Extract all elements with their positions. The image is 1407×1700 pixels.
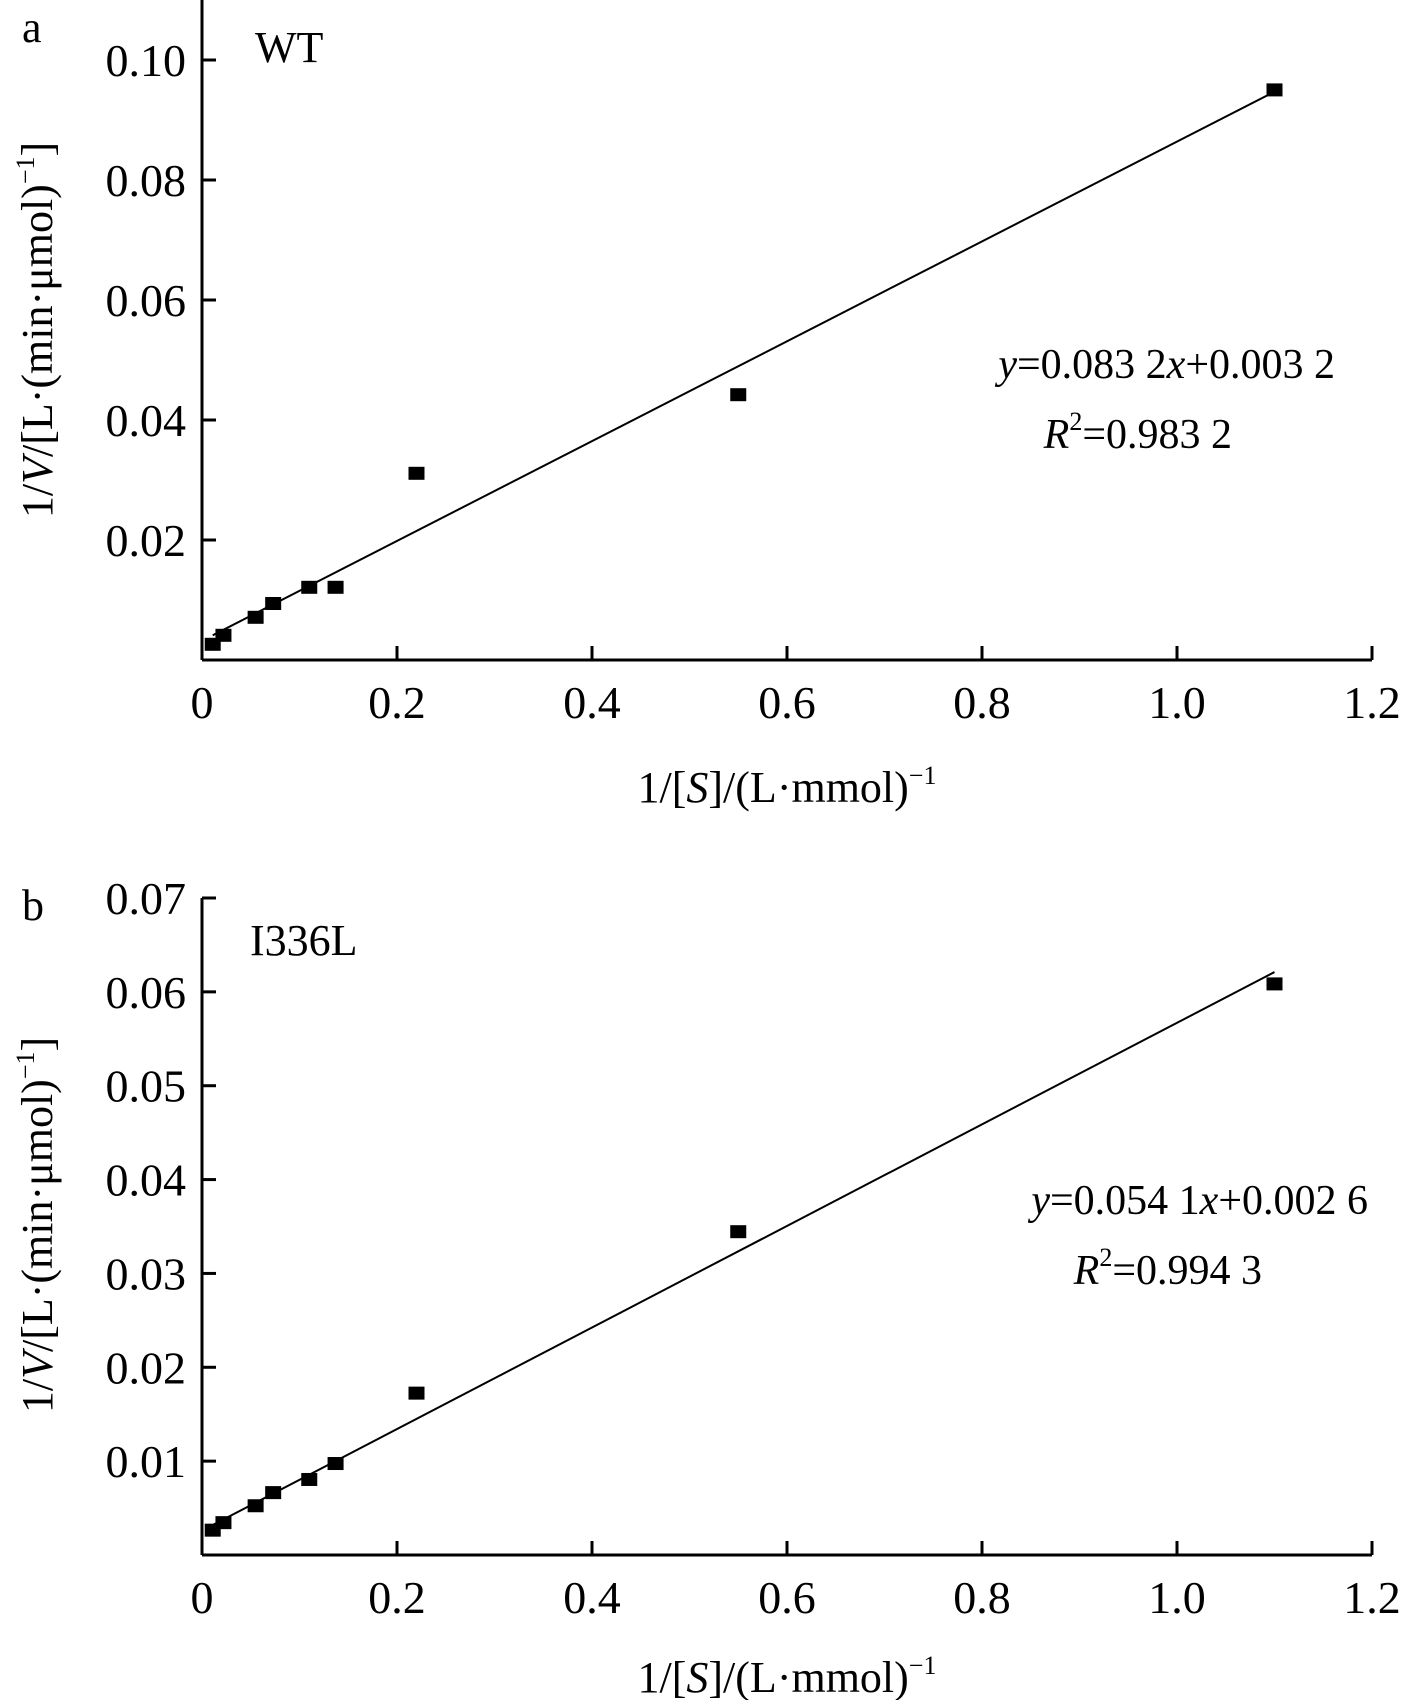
data-point-a-2: [215, 628, 232, 642]
r-squared-b: R2=0.994 3: [1073, 1243, 1262, 1294]
data-points-a: [204, 83, 1283, 651]
y-tick-label-a-0_06: 0.06: [106, 275, 187, 326]
x-axis-title-a-pre: 1/[: [638, 763, 687, 812]
x-tick-label-b-0_2: 0.2: [368, 1572, 426, 1623]
y-tick-label-a-0_04: 0.04: [106, 395, 187, 446]
data-point-b-6: [327, 1457, 344, 1471]
y-tick-label-b-0_02: 0.02: [106, 1342, 187, 1393]
r-squared-a-sup: 2: [1069, 407, 1082, 436]
equation-b-middle: =0.054 1: [1050, 1178, 1200, 1224]
y-tick-label-b-0_03: 0.03: [106, 1248, 187, 1299]
panel-letter-a: a: [22, 3, 42, 52]
equation-a-var: y: [994, 342, 1017, 388]
r-squared-b-sup: 2: [1099, 1243, 1112, 1272]
ticks-b: 0 0.2 0.4 0.6 0.8 1.0 1.2 0.01 0.02 0.03 0.04 0.05 0…: [106, 873, 1401, 1623]
x-axis-title-b-post: ]/(L·mmol): [708, 1653, 908, 1700]
equation-b: y=0.054 1x+0.002 6: [1027, 1178, 1368, 1224]
y-axis-title-a-post: /[L·(min·μmol): [13, 184, 62, 457]
data-point-b-3: [247, 1499, 264, 1513]
fit-line-group-a: [212, 90, 1275, 637]
r-squared-b-value: =0.994 3: [1112, 1248, 1262, 1294]
x-tick-label-a-0: 0: [191, 677, 214, 728]
data-point-a-8: [730, 388, 747, 402]
r-squared-a: R2=0.983 2: [1043, 407, 1232, 458]
data-point-b-4: [265, 1486, 282, 1500]
x-tick-label-b-1_2: 1.2: [1343, 1572, 1401, 1623]
x-axis-title-a: 1/[S]/(L·mmol)−1: [638, 761, 937, 812]
equation-a-tail: +0.003 2: [1185, 342, 1335, 388]
x-axis-title-b-sup: −1: [909, 1651, 937, 1680]
data-point-b-7: [408, 1386, 425, 1400]
x-axis-title-a-var: S: [686, 763, 708, 812]
y-tick-label-b-0_01: 0.01: [106, 1436, 187, 1487]
x-tick-label-a-1_2: 1.2: [1343, 677, 1401, 728]
y-tick-label-a-0_08: 0.08: [106, 155, 187, 206]
fit-line-b: [212, 971, 1275, 1526]
x-axis-title-a-sup: −1: [909, 761, 937, 790]
x-tick-label-a-0_6: 0.6: [758, 677, 816, 728]
data-point-a-5: [301, 580, 318, 594]
y-tick-label-a-0_1: 0.10: [106, 35, 187, 86]
y-axis-title-a: 1/V/[L·(min·μmol)−1]: [11, 142, 62, 518]
equation-b-var: y: [1027, 1178, 1050, 1224]
axes-a: [200, 0, 1372, 662]
data-point-b-5: [301, 1472, 318, 1486]
equation-b-tail: +0.002 6: [1218, 1178, 1368, 1224]
data-point-b-9: [1266, 977, 1283, 991]
x-tick-label-b-0_6: 0.6: [758, 1572, 816, 1623]
x-axis-title-b-pre: 1/[: [638, 1653, 687, 1700]
data-point-a-4: [265, 597, 282, 610]
y-axis-title-b-pre: 1/: [13, 1378, 62, 1413]
r-squared-a-var: R: [1043, 412, 1070, 458]
x-axis-title-b: 1/[S]/(L·mmol)−1: [638, 1651, 937, 1700]
data-point-a-6: [327, 580, 344, 594]
r-squared-a-value: =0.983 2: [1082, 412, 1232, 458]
equation-a-middle: =0.083 2: [1017, 342, 1167, 388]
x-tick-label-a-0_8: 0.8: [953, 677, 1011, 728]
data-point-a-3: [247, 610, 264, 624]
x-tick-label-a-1: 1.0: [1148, 677, 1206, 728]
equation-a-var2: x: [1166, 342, 1186, 388]
y-tick-label-b-0_06: 0.06: [106, 967, 187, 1018]
sample-label-wt: WT: [255, 23, 324, 72]
data-point-b-2: [215, 1516, 232, 1530]
x-axis-title-b-var: S: [686, 1653, 708, 1700]
x-axis-title-a-post: ]/(L·mmol): [708, 763, 908, 812]
y-tick-label-b-0_04: 0.04: [106, 1155, 187, 1206]
x-tick-label-b-0_4: 0.4: [563, 1572, 621, 1623]
y-axis-title-b-var: V: [13, 1347, 62, 1379]
x-tick-label-a-0_4: 0.4: [563, 677, 621, 728]
x-tick-label-b-1: 1.0: [1148, 1572, 1206, 1623]
fit-line-a: [212, 90, 1275, 637]
ticks-a: 0 0.2 0.4 0.6 0.8 1.0 1.2 0.02 0.04 0.06 0.08 0.10: [106, 35, 1401, 728]
y-tick-label-a-0_02: 0.02: [106, 515, 187, 566]
data-points-b: [204, 977, 1283, 1537]
data-point-b-8: [730, 1225, 747, 1239]
y-axis-title-a-var: V: [13, 452, 62, 484]
y-tick-label-b-0_05: 0.05: [106, 1061, 187, 1112]
y-axis-title-b-sup: −1: [11, 1052, 40, 1080]
equation-a: y=0.083 2x+0.003 2: [994, 342, 1335, 388]
fit-line-group-b: [212, 971, 1275, 1526]
sample-label-i336l: I336L: [250, 916, 358, 965]
y-axis-title-b-close: ]: [13, 1037, 62, 1052]
panel-letter-b: b: [22, 881, 44, 930]
y-axis-title-a-sup: −1: [11, 157, 40, 185]
x-tick-label-b-0_8: 0.8: [953, 1572, 1011, 1623]
y-axis-title-a-close: ]: [13, 142, 62, 157]
data-point-a-9: [1266, 83, 1283, 97]
panel-b: b I336L 0 0.2 0.4 0.6 0.8 1.0 1.20.010.020.030…: [11, 873, 1401, 1700]
r-squared-b-var: R: [1073, 1248, 1100, 1294]
data-point-a-7: [408, 466, 425, 480]
y-axis-title-b: 1/V/[L·(min·μmol)−1]: [11, 1037, 62, 1413]
x-tick-label-a-0_2: 0.2: [368, 677, 426, 728]
y-axis-title-a-pre: 1/: [13, 483, 62, 518]
x-tick-label-b-0: 0: [191, 1572, 214, 1623]
equation-b-var2: x: [1199, 1178, 1219, 1224]
panel-a: a WT 0 0.2 0.4 0.6 0.8 1.0 1.2 0.02 0.04 0.06 0.08…: [11, 0, 1401, 812]
y-axis-title-b-post: /[L·(min·μmol): [13, 1079, 62, 1352]
y-tick-label-b-0_07: 0.07: [106, 873, 187, 924]
